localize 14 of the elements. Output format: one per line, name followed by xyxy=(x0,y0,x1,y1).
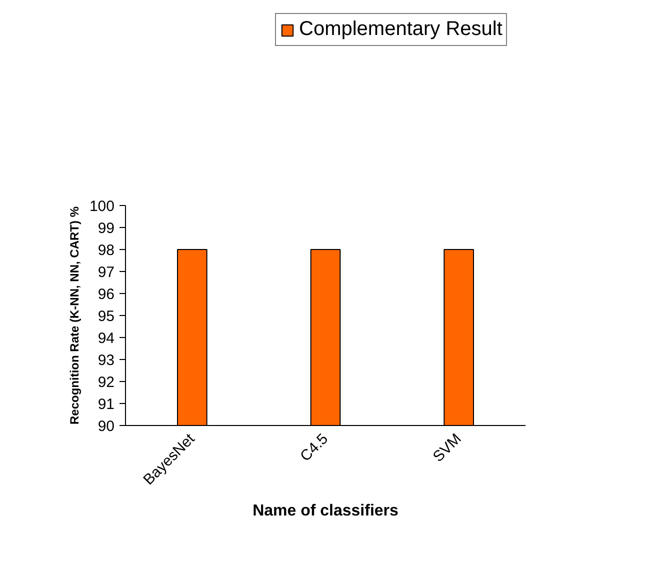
y-tick-label: 94 xyxy=(98,330,115,347)
y-tick-label: 100 xyxy=(89,198,115,215)
y-tick-label: 98 xyxy=(98,242,115,259)
y-tick-label: 95 xyxy=(98,308,115,325)
x-axis-title: Name of classifiers xyxy=(252,502,399,520)
y-tick-label: 92 xyxy=(98,374,115,391)
y-tick-label: 91 xyxy=(98,396,115,413)
y-tick-label: 99 xyxy=(98,220,115,237)
y-tick-label: 90 xyxy=(98,418,115,435)
y-axis-title: Recognition Rate (K-NN, NN, CART) % xyxy=(67,206,82,424)
y-tick-label: 96 xyxy=(98,286,115,303)
y-tick-label: 97 xyxy=(98,264,115,281)
legend-label: Complementary Result xyxy=(299,18,502,41)
y-tick-label: 93 xyxy=(98,352,115,369)
